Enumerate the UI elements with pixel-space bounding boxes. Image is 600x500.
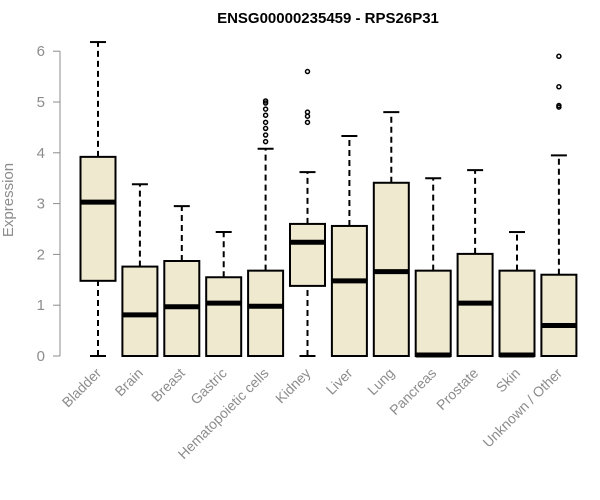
iqr-box [79, 155, 117, 282]
box-hematopoietic-cells [247, 98, 285, 358]
outlier-point [262, 119, 269, 126]
x-category-label: Lung [364, 365, 397, 398]
x-category-label: Breast [148, 365, 188, 405]
outlier-point [262, 100, 269, 106]
outlier-point [304, 109, 311, 115]
outlier-point [262, 98, 269, 104]
iqr-box [205, 276, 243, 358]
box-kidney [289, 68, 326, 357]
iqr-box [330, 224, 368, 357]
outlier-point [262, 138, 269, 145]
y-axis-label: Expression [0, 163, 17, 237]
box-lung [372, 111, 410, 357]
outlier-point [262, 132, 269, 138]
y-axis: 0 1 2 3 4 5 6 [37, 43, 61, 365]
outlier-point [304, 119, 311, 126]
box-brain [121, 183, 159, 358]
box-skin [498, 231, 536, 358]
iqr-box [540, 273, 578, 357]
x-category-label: Unknown / Other [479, 365, 565, 451]
x-category-label: Bladder [59, 365, 105, 411]
outlier-point [556, 53, 562, 60]
outlier-point [556, 102, 562, 109]
y-tick-label: 4 [37, 145, 45, 162]
x-category-label: Skin [493, 365, 524, 396]
x-category-label: Liver [323, 365, 356, 398]
x-category-label: Prostate [433, 365, 481, 413]
y-tick-label: 2 [37, 246, 45, 263]
iqr-box [247, 269, 285, 358]
box-breast [163, 205, 201, 357]
x-category-label: Brain [112, 365, 146, 399]
iqr-box [121, 265, 159, 358]
y-tick-label: 6 [37, 43, 45, 60]
box-bladder [79, 41, 117, 357]
boxes-group [79, 41, 578, 358]
box-prostate [456, 169, 494, 357]
outlier-point [556, 84, 562, 90]
y-tick-label: 0 [37, 348, 45, 365]
x-category-label: Kidney [272, 365, 314, 407]
x-category-label: Pancreas [386, 365, 439, 418]
box-gastric [205, 231, 243, 358]
outlier-point [262, 106, 269, 112]
outlier-point [304, 68, 311, 75]
box-unknown-other [540, 53, 578, 357]
y-tick-label: 3 [37, 196, 45, 213]
iqr-box [289, 222, 326, 287]
iqr-box [498, 269, 536, 358]
y-tick-label: 5 [37, 94, 45, 111]
box-pancreas [414, 177, 452, 358]
y-tick-label: 1 [37, 297, 45, 314]
outlier-point [262, 112, 269, 118]
chart-title: ENSG00000235459 - RPS26P31 [217, 10, 439, 27]
iqr-box [414, 269, 452, 358]
outlier-point [262, 125, 269, 132]
box-liver [330, 135, 368, 357]
